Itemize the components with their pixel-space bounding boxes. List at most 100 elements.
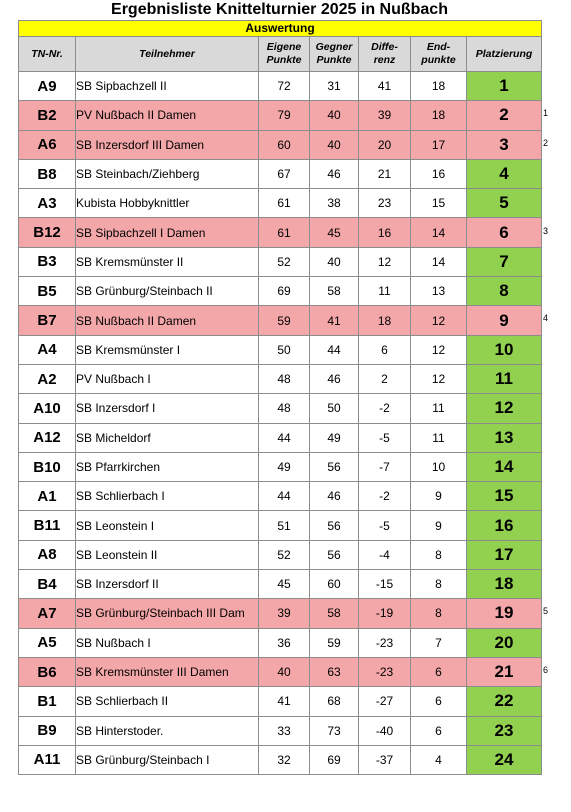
opponent-points-cell: 40 bbox=[309, 100, 359, 131]
table-row: B7 SB Nußbach II Damen 59 41 18 12 9 bbox=[18, 305, 543, 336]
team-name-cell: SB Schlierbach I bbox=[75, 481, 259, 512]
end-points-cell: 8 bbox=[410, 539, 467, 571]
own-points-cell: 72 bbox=[258, 70, 310, 102]
placement-cell: 18 bbox=[465, 569, 543, 600]
placement-cell: 15 bbox=[465, 481, 543, 512]
end-points-cell: 13 bbox=[410, 276, 467, 307]
difference-cell: -7 bbox=[358, 451, 411, 483]
opponent-points-cell: 46 bbox=[309, 158, 359, 190]
team-number-cell: B10 bbox=[18, 451, 76, 483]
table-row: A3 Kubista Hobbyknittler 61 38 23 15 5 bbox=[18, 188, 543, 219]
col-diff-line1: Diffe- bbox=[371, 41, 398, 53]
end-points-cell: 9 bbox=[410, 510, 467, 541]
team-number-cell: A6 bbox=[18, 129, 76, 160]
team-name-cell: SB Inzersdorf I bbox=[75, 393, 259, 424]
own-points-cell: 49 bbox=[258, 451, 310, 483]
opponent-points-cell: 49 bbox=[309, 422, 359, 453]
end-points-cell: 12 bbox=[410, 305, 467, 336]
team-name-cell: SB Steinbach/Ziehberg bbox=[75, 158, 259, 190]
table-row: B11 SB Leonstein I 51 56 -5 9 16 bbox=[18, 510, 543, 541]
team-number-cell: A9 bbox=[18, 70, 76, 102]
page-title: Ergebnisliste Knittelturnier 2025 in Nuß… bbox=[111, 1, 448, 18]
opponent-points-cell: 56 bbox=[309, 510, 359, 541]
difference-cell: -5 bbox=[358, 422, 411, 453]
own-points-cell: 40 bbox=[258, 656, 310, 688]
opponent-points-cell: 46 bbox=[309, 481, 359, 512]
table-row: A8 SB Leonstein II 52 56 -4 8 17 bbox=[18, 539, 543, 571]
end-points-cell: 10 bbox=[410, 451, 467, 483]
own-points-cell: 32 bbox=[258, 744, 310, 776]
difference-cell: -37 bbox=[358, 744, 411, 776]
end-points-cell: 8 bbox=[410, 569, 467, 600]
table-row: B2 PV Nußbach II Damen 79 40 39 18 2 bbox=[18, 100, 543, 131]
placement-cell: 3 bbox=[465, 129, 543, 160]
difference-cell: -19 bbox=[358, 598, 411, 629]
team-number-cell: B1 bbox=[18, 686, 76, 717]
col-end-header: End-punkte bbox=[410, 36, 467, 72]
team-name-cell: PV Nußbach I bbox=[75, 363, 259, 395]
team-name-cell: SB Hinterstoder. bbox=[75, 715, 259, 746]
team-name-cell: SB Grünburg/Steinbach I bbox=[75, 744, 259, 776]
placement-cell: 24 bbox=[465, 744, 543, 776]
own-points-cell: 69 bbox=[258, 276, 310, 307]
end-points-cell: 6 bbox=[410, 686, 467, 717]
end-points-cell: 16 bbox=[410, 158, 467, 190]
row-note-marker: 4 bbox=[543, 313, 549, 324]
row-note-marker: 5 bbox=[543, 606, 549, 617]
table-row: B10 SB Pfarrkirchen 49 56 -7 10 14 bbox=[18, 451, 543, 483]
team-number-cell: A12 bbox=[18, 422, 76, 453]
difference-cell: -2 bbox=[358, 393, 411, 424]
difference-cell: 11 bbox=[358, 276, 411, 307]
team-number-cell: B12 bbox=[18, 217, 76, 248]
placement-cell: 22 bbox=[465, 686, 543, 717]
placement-cell: 13 bbox=[465, 422, 543, 453]
team-number-cell: A3 bbox=[18, 188, 76, 219]
opponent-points-cell: 31 bbox=[309, 70, 359, 102]
placement-cell: 4 bbox=[465, 158, 543, 190]
own-points-cell: 52 bbox=[258, 539, 310, 571]
end-points-cell: 11 bbox=[410, 422, 467, 453]
team-name-cell: SB Inzersdorf III Damen bbox=[75, 129, 259, 160]
end-points-cell: 9 bbox=[410, 481, 467, 512]
row-note-marker: 2 bbox=[543, 137, 549, 148]
opponent-points-cell: 40 bbox=[309, 129, 359, 160]
team-name-cell: SB Micheldorf bbox=[75, 422, 259, 453]
placement-cell: 23 bbox=[465, 715, 543, 746]
difference-cell: 20 bbox=[358, 129, 411, 160]
table-row: B6 SB Kremsmünster III Damen 40 63 -23 6 21 bbox=[18, 656, 543, 688]
team-number-cell: B11 bbox=[18, 510, 76, 541]
opponent-points-cell: 56 bbox=[309, 539, 359, 571]
difference-cell: 39 bbox=[358, 100, 411, 131]
opponent-points-cell: 41 bbox=[309, 305, 359, 336]
placement-cell: 17 bbox=[465, 539, 543, 571]
row-note-marker: 3 bbox=[543, 225, 549, 236]
placement-cell: 12 bbox=[465, 393, 543, 424]
difference-cell: 41 bbox=[358, 70, 411, 102]
col-platz-header: Platzierung bbox=[465, 36, 543, 72]
placement-cell: 8 bbox=[465, 276, 543, 307]
end-points-cell: 14 bbox=[410, 217, 467, 248]
col-eigene-line1: Eigene bbox=[266, 41, 302, 53]
table-row: B8 SB Steinbach/Ziehberg 67 46 21 16 4 bbox=[18, 158, 543, 190]
own-points-cell: 48 bbox=[258, 393, 310, 424]
team-name-cell: SB Grünburg/Steinbach II bbox=[75, 276, 259, 307]
table-row: A10 SB Inzersdorf I 48 50 -2 11 12 bbox=[18, 393, 543, 424]
placement-cell: 7 bbox=[465, 246, 543, 278]
placement-cell: 5 bbox=[465, 188, 543, 219]
team-number-cell: B3 bbox=[18, 246, 76, 278]
team-number-cell: B4 bbox=[18, 569, 76, 600]
col-eigene-header: Eigene Punkte bbox=[258, 36, 310, 72]
end-points-cell: 8 bbox=[410, 598, 467, 629]
difference-cell: -40 bbox=[358, 715, 411, 746]
col-gegner-line1: Gegner bbox=[315, 41, 353, 53]
placement-cell: 10 bbox=[465, 334, 543, 365]
end-points-cell: 12 bbox=[410, 363, 467, 395]
team-name-cell: PV Nußbach II Damen bbox=[75, 100, 259, 131]
own-points-cell: 61 bbox=[258, 188, 310, 219]
difference-cell: -4 bbox=[358, 539, 411, 571]
opponent-points-cell: 69 bbox=[309, 744, 359, 776]
team-name-cell: SB Nußbach I bbox=[75, 627, 259, 658]
team-name-cell: SB Grünburg/Steinbach III Dam bbox=[75, 598, 259, 629]
difference-cell: 18 bbox=[358, 305, 411, 336]
opponent-points-cell: 63 bbox=[309, 656, 359, 688]
